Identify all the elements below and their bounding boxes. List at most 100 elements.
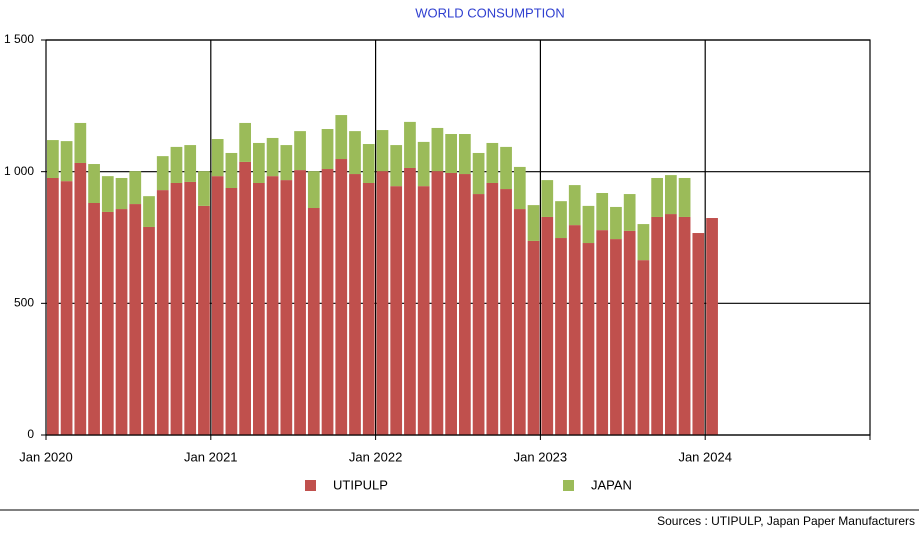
bar-segment [47, 140, 59, 178]
bar-segment [74, 162, 87, 435]
bar-segment [349, 174, 361, 435]
bar-segment [445, 134, 457, 173]
bar-segment [225, 152, 238, 188]
bar-segment [390, 186, 403, 435]
source-note: Sources : UTIPULP, Japan Paper Manufactu… [657, 514, 915, 528]
bar-segment [307, 208, 320, 435]
bar-segment [362, 144, 375, 183]
bar-segment [101, 211, 114, 435]
x-tick-label: Jan 2022 [349, 449, 403, 464]
bar-segment [321, 169, 334, 436]
bar-segment [459, 134, 471, 175]
legend-label: JAPAN [591, 477, 632, 492]
bar-segment [184, 145, 197, 182]
bar-segment [445, 172, 457, 435]
bar-segment [513, 209, 526, 435]
bar-segment [390, 145, 403, 187]
x-tick-label: Jan 2020 [19, 449, 73, 464]
bar-segment [307, 171, 320, 209]
bar-segment [431, 127, 444, 172]
bar-segment [170, 146, 183, 183]
bar-segment [129, 171, 142, 205]
bar-segment [362, 182, 375, 435]
bar-segment [665, 175, 677, 215]
bar-segment [555, 238, 567, 435]
bar-segment [253, 142, 265, 183]
bar-segment [349, 131, 361, 175]
bar-segment [417, 141, 430, 187]
bar-segment [555, 201, 567, 239]
bar-segment [88, 203, 100, 435]
bar-segment [101, 176, 114, 212]
bar-segment [266, 137, 279, 177]
bar-segment [156, 156, 169, 191]
x-tick-label: Jan 2021 [184, 449, 238, 464]
bar-segment [335, 115, 348, 160]
bar-segment [500, 146, 512, 190]
bar-segment [335, 159, 348, 435]
bar-segment [541, 216, 554, 435]
legend-label: UTIPULP [333, 477, 388, 492]
legend-swatch [563, 480, 574, 491]
bar-segment [170, 182, 183, 435]
bar-segment [47, 177, 59, 435]
bar-segment [404, 167, 416, 436]
bar-segment [500, 189, 512, 435]
bar-segment [623, 194, 636, 231]
bar-segment [678, 216, 691, 435]
bar-segment [60, 141, 73, 182]
y-tick-label: 500 [14, 296, 34, 310]
bar-segment [637, 260, 650, 435]
bar-segment [582, 205, 595, 244]
bar-segment [596, 192, 609, 231]
bar-segment [527, 240, 540, 435]
bar-segment [431, 171, 444, 435]
bar-segment [513, 166, 526, 210]
y-tick-label: 1 000 [4, 164, 34, 178]
bar-segment [294, 131, 306, 171]
bar-segment [706, 218, 718, 435]
bar-segment [321, 129, 334, 170]
bar-segment [610, 206, 622, 240]
bar-segment [651, 216, 663, 435]
bar-segment [596, 230, 609, 435]
bar-segment [143, 196, 155, 227]
bar-segment [239, 122, 251, 162]
bar-segment [582, 243, 595, 435]
bar-segment [253, 182, 265, 435]
bar-segment [651, 177, 663, 217]
bar-segment [115, 177, 128, 210]
bar-segment [692, 233, 705, 435]
bar-segment [404, 121, 416, 168]
bar-segment [637, 224, 650, 261]
bar-segment [156, 190, 169, 435]
bar-segment [459, 174, 471, 435]
bar-segment [211, 139, 224, 177]
legend-swatch [305, 480, 316, 491]
bar-segment [198, 205, 210, 435]
bar-segment [74, 122, 87, 163]
bar-segment [211, 176, 224, 436]
bar-segment [610, 239, 622, 435]
bar-segment [472, 194, 485, 435]
y-tick-label: 0 [27, 427, 34, 441]
bar-segment [568, 225, 581, 435]
bar-segment [198, 171, 210, 206]
bar-segment [115, 209, 128, 435]
bar-segment [472, 152, 485, 195]
bar-segment [60, 181, 73, 435]
bar-segment [678, 177, 691, 217]
bar-segment [665, 214, 677, 435]
plot-frame [45, 39, 871, 436]
chart-title: WORLD CONSUMPTION [415, 5, 565, 20]
y-tick-label: 1 500 [4, 32, 34, 46]
bar-segment [129, 204, 142, 435]
bar-segment [184, 181, 197, 435]
bar-segment [376, 130, 389, 172]
bar-segment [280, 145, 293, 181]
bar-segment [623, 230, 636, 435]
bar-segment [527, 205, 540, 241]
bar-segment [486, 142, 499, 183]
x-tick-label: Jan 2024 [678, 449, 732, 464]
